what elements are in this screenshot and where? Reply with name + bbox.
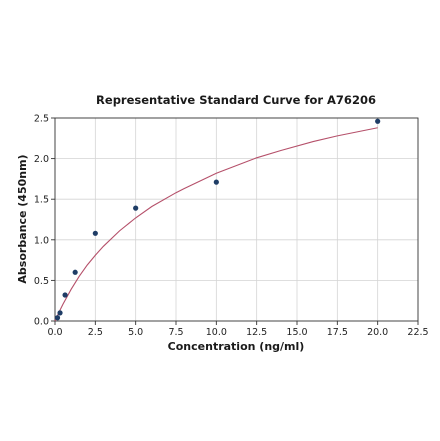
- x-tick-label: 0.0: [47, 327, 62, 338]
- y-tick-label: 0.0: [34, 317, 49, 328]
- y-axis-ticks: 0.0 0.5 1.0 1.5 2.0 2.5: [34, 114, 55, 328]
- y-tick-label: 2.5: [34, 114, 49, 125]
- x-tick-label: 5.0: [128, 327, 143, 338]
- y-tick-label: 1.0: [34, 235, 49, 246]
- plot-frame: [54, 117, 419, 322]
- x-tick-label: 15.0: [286, 327, 307, 338]
- x-tick-label: 2.5: [88, 327, 103, 338]
- data-point: [375, 118, 381, 124]
- x-tick-label: 10.0: [206, 327, 227, 338]
- y-tick-label: 0.5: [34, 276, 49, 287]
- x-tick-label: 7.5: [168, 327, 183, 338]
- chart-title: Representative Standard Curve for A76206: [96, 93, 376, 107]
- data-point: [62, 292, 68, 298]
- grid: [54, 117, 419, 322]
- axes: [54, 117, 419, 322]
- x-tick-label: 20.0: [367, 327, 388, 338]
- x-axis-ticks: 0.0 2.5 5.0 7.5 10.0 12.5 15.0 17.5 20.0 22.5: [47, 321, 429, 338]
- y-tick-label: 1.5: [34, 195, 49, 206]
- data-point: [72, 269, 78, 275]
- fitted-curve-line: [54, 127, 378, 322]
- data-points-layer: [54, 118, 381, 321]
- data-point: [133, 205, 139, 211]
- data-point: [57, 310, 63, 316]
- x-tick-label: 12.5: [246, 327, 267, 338]
- y-tick-label: 2.0: [34, 154, 49, 165]
- x-tick-label: 17.5: [327, 327, 348, 338]
- data-point: [92, 230, 98, 236]
- x-axis-label: Concentration (ng/ml): [168, 340, 305, 353]
- data-point: [54, 315, 61, 321]
- fitted-curve-layer: [54, 127, 378, 322]
- x-tick-label: 22.5: [407, 327, 428, 338]
- data-point: [213, 179, 219, 185]
- y-axis-label: Absorbance (450nm): [16, 154, 29, 283]
